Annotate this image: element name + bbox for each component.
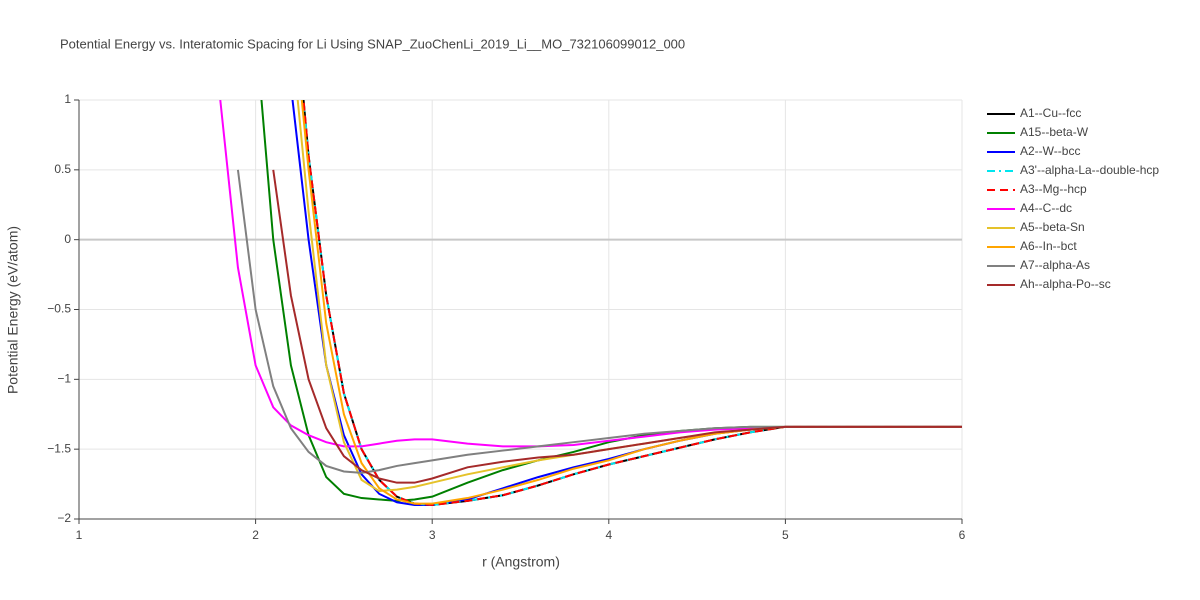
y-tick-label: −1.5 (47, 441, 71, 455)
legend-label: A6--In--bct (1020, 239, 1077, 253)
series-line (219, 100, 962, 448)
axes: 1 2 3 4 5 6 1 0.5 0 −0.5 −1 −1.5 −2 (47, 92, 965, 542)
x-tick-label: 5 (782, 528, 789, 542)
chart-title: Potential Energy vs. Interatomic Spacing… (60, 36, 685, 51)
grid (78, 99, 963, 520)
y-tick-label: −2 (57, 511, 71, 525)
y-axis-label: Potential Energy (eV/atom) (5, 226, 21, 394)
x-tick-label: 4 (605, 528, 612, 542)
legend: A1--Cu--fcc A15--beta-W A2--W--bcc A3'--alp… (987, 106, 1159, 291)
series-line (302, 100, 962, 507)
legend-label: A5--beta-Sn (1020, 220, 1085, 234)
legend-label: A1--Cu--fcc (1020, 106, 1081, 120)
series-line (272, 169, 962, 484)
x-axis-label: r (Angstrom) (482, 554, 560, 570)
legend-label: Ah--alpha-Po--sc (1020, 277, 1111, 291)
legend-label: A2--W--bcc (1020, 144, 1080, 158)
y-tick-label: −0.5 (47, 302, 71, 316)
x-tick-label: 2 (252, 528, 259, 542)
legend-label: A15--beta-W (1020, 125, 1089, 139)
legend-label: A3'--alpha-La--double-hcp (1020, 163, 1159, 177)
series-line (296, 100, 962, 493)
y-tick-label: 0.5 (54, 162, 71, 176)
series-line (302, 100, 962, 507)
y-tick-label: −1 (57, 372, 71, 386)
y-tick-label: 1 (64, 92, 71, 106)
x-tick-label: 6 (959, 528, 966, 542)
y-tick-label: 0 (64, 232, 71, 246)
series-line (302, 100, 962, 507)
x-tick-label: 3 (429, 528, 436, 542)
legend-label: A7--alpha-As (1020, 258, 1090, 272)
series-line (236, 169, 962, 474)
series-line (300, 100, 962, 505)
plot-area (219, 100, 962, 507)
legend-label: A4--C--dc (1020, 201, 1072, 215)
legend-label: A3--Mg--hcp (1020, 182, 1087, 196)
x-tick-label: 1 (76, 528, 83, 542)
